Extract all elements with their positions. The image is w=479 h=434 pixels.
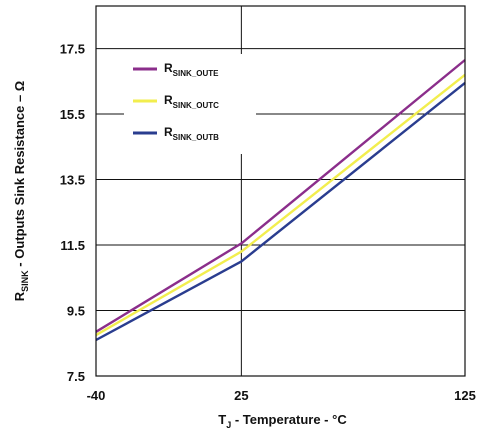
legend-label-1: RSINK_OUTC [164, 93, 219, 110]
series-line-sink-outb [95, 81, 466, 342]
series-line-sink-oute [95, 59, 466, 333]
plot-frame [95, 5, 466, 377]
y-axis-title: RSINK - Outputs Sink Resistance – Ω [12, 81, 30, 302]
x-tick-labels: -40 25 125 [87, 388, 476, 403]
y-tick-label-1: 9.5 [67, 304, 85, 319]
legend-label-0: RSINK_OUTE [164, 61, 219, 78]
legend-label-2: RSINK_OUTB [164, 125, 219, 142]
x-axis-title-rest: - Temperature - °C [231, 412, 347, 427]
y-axis-title-rest: - Outputs Sink Resistance – Ω [12, 81, 27, 271]
y-tick-label-2: 11.5 [60, 238, 85, 253]
legend-label-subscript-2: SINK_OUTB [173, 133, 219, 142]
legend-label-main-2: R [164, 125, 173, 139]
y-tick-label-5: 17.5 [60, 42, 85, 57]
legend-label-subscript-1: SINK_OUTC [173, 101, 219, 110]
y-axis-title-main: R [12, 291, 27, 301]
y-axis-title-subscript: SINK [20, 270, 30, 292]
y-tick-label-4: 15.5 [60, 107, 85, 122]
series-lines [95, 59, 466, 342]
y-tick-label-0: 7.5 [67, 369, 85, 384]
legend-label-subscript-0: SINK_OUTE [173, 69, 219, 78]
y-tick-label-3: 13.5 [60, 173, 85, 188]
y-tick-labels: 7.5 9.5 11.5 13.5 15.5 17.5 [60, 42, 85, 384]
x-axis-title-subscript: J [226, 420, 231, 430]
x-tick-label-2: 125 [454, 388, 476, 403]
legend-label-main-0: R [164, 61, 173, 75]
x-tick-label-1: 25 [234, 388, 248, 403]
x-tick-label-0: -40 [87, 388, 106, 403]
legend-label-main-1: R [164, 93, 173, 107]
series-line-sink-outc [95, 73, 466, 337]
x-axis-title: TJ - Temperature - °C [218, 412, 347, 430]
x-axis-title-main: T [218, 412, 226, 427]
legend-background [124, 54, 256, 154]
